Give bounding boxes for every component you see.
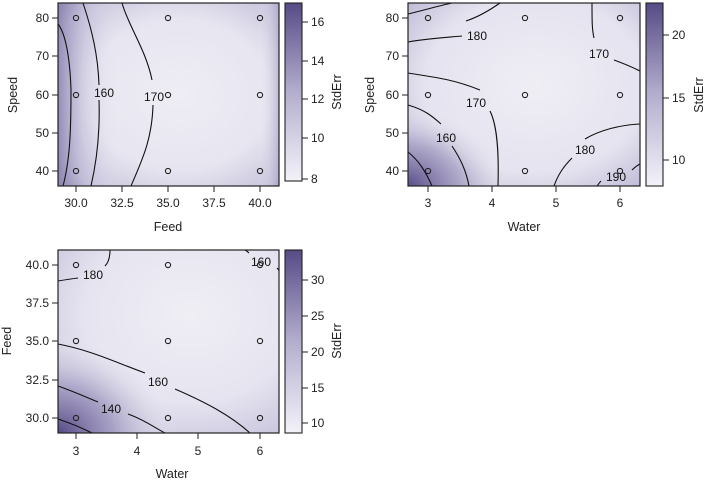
x-tick-label: 4 — [489, 196, 496, 210]
contour-line-150 — [407, 151, 433, 187]
y-tick-label: 70 — [36, 49, 50, 63]
colorbar-tick-label: 25 — [311, 309, 325, 323]
y-tick-label: 50 — [36, 126, 50, 140]
colorbar-tick-label: 14 — [311, 54, 325, 68]
contour-line-160 — [57, 343, 251, 434]
y-axis — [402, 17, 408, 172]
x-axis-label: Water — [508, 220, 541, 234]
contour-label: 170 — [589, 47, 609, 61]
contour-line-140 — [57, 385, 166, 434]
y-axis — [52, 264, 58, 419]
y-tick-label: 80 — [386, 11, 400, 25]
y-tick-label: 30.0 — [26, 411, 50, 425]
contour-line-150 — [57, 23, 72, 187]
y-tick-label: 60 — [36, 88, 50, 102]
x-tick-label: 37.5 — [202, 196, 226, 210]
x-tick-label: 3 — [73, 444, 80, 458]
x-axis — [427, 186, 621, 192]
heatmap-shading — [58, 250, 279, 433]
y-tick-label: 80 — [36, 11, 50, 25]
contour-label: 180 — [83, 268, 103, 282]
contour-line-170 — [407, 72, 499, 187]
y-tick-label: 50 — [386, 126, 400, 140]
panel-water-feed: 180 160 160 140 40.0 37.5 35.0 32.5 30.0… — [0, 249, 344, 481]
colorbar-label: StdErr — [330, 323, 344, 358]
heatmap-shading — [408, 3, 640, 186]
x-tick-label: 35.0 — [156, 196, 180, 210]
y-tick-label: 32.5 — [26, 373, 50, 387]
colorbar-tick-label: 20 — [672, 28, 686, 42]
x-tick-label: 32.5 — [110, 196, 134, 210]
contour-label: 160 — [251, 255, 271, 269]
y-tick-label: 40 — [386, 164, 400, 178]
contour-label: 170 — [144, 90, 164, 104]
x-tick-label: 5 — [195, 444, 202, 458]
colorbar: 16 14 12 10 8 StdErr — [284, 2, 344, 186]
x-tick-label: 3 — [425, 196, 432, 210]
y-tick-label: 40 — [36, 164, 50, 178]
colorbar-tick-label: 10 — [672, 153, 686, 167]
x-tick-label: 6 — [617, 196, 624, 210]
contour-label: 160 — [148, 375, 168, 389]
contour-line-160 — [407, 104, 470, 187]
contour-label: 180 — [467, 29, 487, 43]
contour-line-180 — [407, 2, 501, 43]
y-axis-label: Feed — [0, 327, 14, 356]
x-tick-label: 5 — [553, 196, 560, 210]
x-tick-label: 30.0 — [64, 196, 88, 210]
design-points — [72, 14, 264, 175]
y-axis-label: Speed — [363, 77, 377, 113]
y-tick-label: 37.5 — [26, 296, 50, 310]
x-axis-label: Water — [156, 467, 189, 481]
contour-label: 160 — [94, 86, 114, 100]
colorbar-tick-label: 15 — [672, 91, 686, 105]
colorbar-tick-label: 12 — [311, 92, 325, 106]
panel-feed-speed: 160 170 80 70 60 50 40 Speed 30.0 32.5 3… — [6, 2, 344, 234]
colorbar-label: StdErr — [330, 74, 344, 109]
x-tick-label: 40.0 — [248, 196, 272, 210]
design-points — [72, 261, 264, 422]
contour-label: 140 — [101, 402, 121, 416]
design-points — [424, 14, 624, 175]
colorbar-tick-label: 15 — [311, 381, 325, 395]
colorbar-tick-label: 10 — [311, 416, 325, 430]
y-tick-label: 70 — [386, 49, 400, 63]
colorbar: 20 15 10 StdErr — [645, 2, 706, 187]
x-tick-label: 6 — [257, 444, 264, 458]
heatmap-shading — [58, 3, 279, 186]
colorbar-tick-label: 10 — [311, 131, 325, 145]
y-tick-label: 40.0 — [26, 258, 50, 272]
y-axis-label: Speed — [6, 77, 20, 113]
x-axis — [75, 433, 261, 439]
contour-label: 170 — [466, 96, 486, 110]
x-axis — [75, 186, 261, 192]
colorbar-label: StdErr — [692, 77, 706, 112]
y-tick-label: 60 — [386, 88, 400, 102]
colorbar-tick-label: 30 — [311, 273, 325, 287]
colorbar: 30 25 20 15 10 StdErr — [284, 249, 344, 434]
contour-label: 160 — [436, 131, 456, 145]
x-axis-label: Feed — [154, 220, 183, 234]
panel-water-speed: 180 170 170 160 180 190 80 70 60 50 40 S… — [363, 2, 706, 234]
contour-line-170 — [591, 2, 641, 72]
contour-line-180 — [57, 249, 111, 282]
colorbar-tick-label: 8 — [311, 172, 318, 186]
y-tick-label: 35.0 — [26, 334, 50, 348]
contour-line-170 — [121, 2, 154, 187]
contour-label: 180 — [575, 143, 595, 157]
contour-label: 190 — [606, 170, 626, 184]
contour-line-120 — [57, 418, 93, 434]
contour-line-160 — [82, 2, 100, 187]
colorbar-tick-label: 16 — [311, 15, 325, 29]
colorbar-tick-label: 20 — [311, 345, 325, 359]
y-axis — [52, 17, 58, 172]
x-tick-label: 4 — [134, 444, 141, 458]
contour-line-180 — [553, 123, 641, 187]
